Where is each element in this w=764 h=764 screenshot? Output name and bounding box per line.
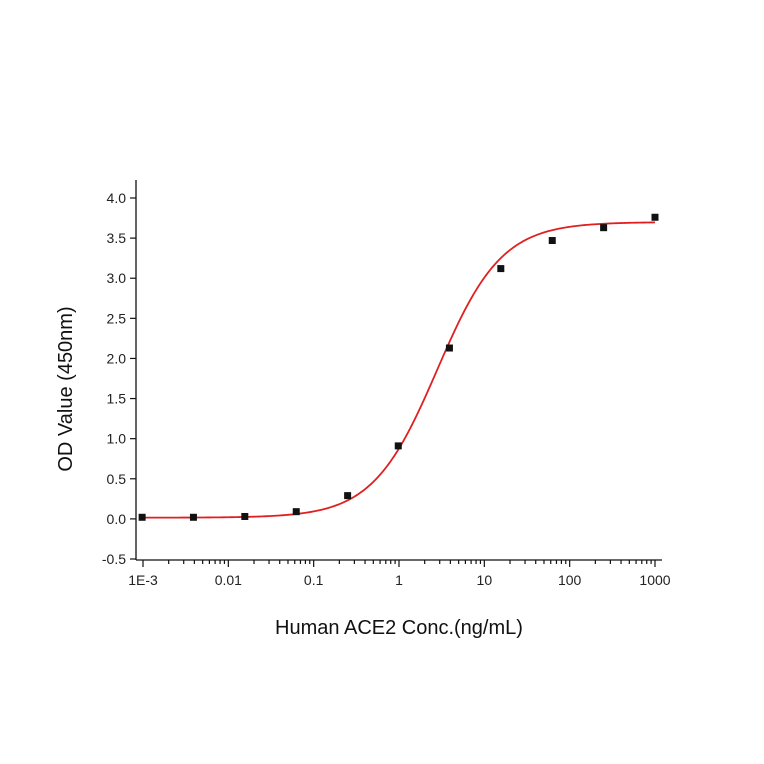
data-point	[138, 513, 146, 521]
y-axis: -0.5 0.0 0.5 1.0 1.5 2.0 2.5 3.0 3.5 4.0	[102, 180, 137, 567]
data-point	[548, 237, 556, 245]
x-axis: 1E-3 0.01 0.1 1 10 100 1000	[128, 559, 671, 588]
y-tick-label: -0.5	[102, 551, 126, 567]
data-point	[344, 492, 352, 500]
y-tick-label: 2.5	[107, 310, 127, 326]
x-tick-label: 10	[477, 572, 493, 588]
y-tick-label: 3.5	[107, 230, 127, 246]
y-tick-label: 1.5	[107, 391, 127, 407]
data-points	[138, 213, 659, 521]
data-point	[394, 442, 402, 450]
y-tick-label: 3.0	[107, 270, 127, 286]
y-ticks: -0.5 0.0 0.5 1.0 1.5 2.0 2.5 3.0 3.5 4.0	[102, 190, 136, 567]
y-tick-label: 0.5	[107, 471, 127, 487]
y-tick-label: 1.0	[107, 431, 127, 447]
x-tick-label: 1E-3	[128, 572, 158, 588]
x-tick-label: 1000	[639, 572, 670, 588]
x-tick-label: 0.01	[215, 572, 242, 588]
data-point	[445, 344, 453, 352]
data-point	[292, 508, 300, 516]
y-tick-label: 0.0	[107, 511, 127, 527]
y-tick-label: 4.0	[107, 190, 127, 206]
x-tick-label: 1	[395, 572, 403, 588]
data-point	[189, 513, 197, 521]
data-point	[651, 213, 659, 221]
y-axis-title: OD Value (450nm)	[55, 306, 77, 471]
data-point	[241, 512, 249, 520]
y-tick-label: 2.0	[107, 350, 127, 366]
x-axis-title: Human ACE2 Conc.(ng/mL)	[275, 617, 523, 639]
data-point	[497, 265, 505, 273]
x-tick-label: 100	[558, 572, 582, 588]
data-point	[600, 224, 608, 232]
x-ticks: 1E-3 0.01 0.1 1 10 100 1000	[128, 560, 671, 588]
x-tick-label: 0.1	[304, 572, 324, 588]
fit-curve	[143, 221, 656, 519]
